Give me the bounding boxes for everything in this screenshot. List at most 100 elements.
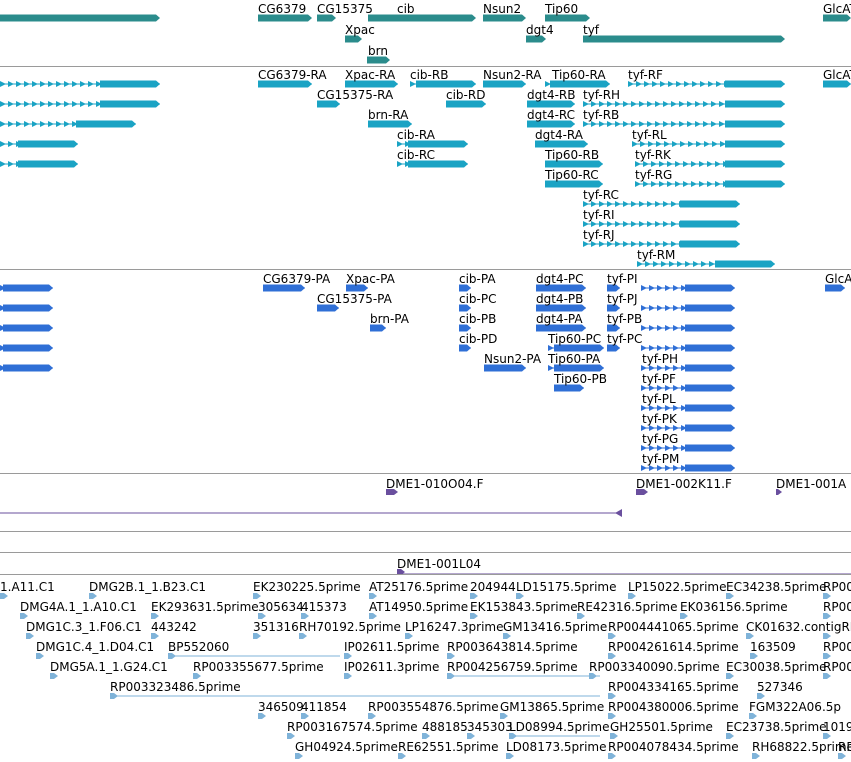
transcript-glyph-arrow[interactable]: [0, 81, 6, 87]
est-glyph[interactable]: [506, 753, 514, 759]
transcript-label[interactable]: cib-RC: [397, 148, 435, 162]
transcript-label[interactable]: tyf-RF: [628, 68, 663, 82]
protein-exon[interactable]: [825, 284, 845, 292]
est-glyph[interactable]: [301, 613, 309, 619]
est-glyph[interactable]: [258, 713, 266, 719]
transcript-glyph-arrow[interactable]: [659, 181, 665, 187]
protein-glyph-arrow[interactable]: [665, 325, 671, 331]
transcript-glyph-arrow[interactable]: [660, 81, 666, 87]
transcript-glyph-arrow[interactable]: [631, 221, 637, 227]
est-label[interactable]: EK036156.5prime: [680, 600, 788, 614]
protein-label[interactable]: GlcA: [825, 272, 851, 286]
transcript-glyph-arrow[interactable]: [643, 181, 649, 187]
protein-label[interactable]: tyf-PG: [642, 432, 679, 446]
protein-label[interactable]: Tip60-PC: [548, 332, 602, 346]
transcript-glyph-arrow[interactable]: [632, 141, 638, 147]
gene-glyph[interactable]: [823, 14, 851, 22]
transcript-glyph-arrow[interactable]: [655, 101, 661, 107]
protein-glyph-arrow[interactable]: [657, 325, 663, 331]
est-glyph[interactable]: [749, 713, 757, 719]
protein-glyph-arrow[interactable]: [641, 305, 647, 311]
gene-glyph[interactable]: [317, 14, 336, 22]
protein-glyph-arrow[interactable]: [665, 385, 671, 391]
gene-glyph[interactable]: [345, 35, 362, 43]
est-glyph[interactable]: [589, 673, 597, 679]
gene-label[interactable]: cib: [397, 2, 415, 16]
transcript-glyph-arrow[interactable]: [0, 141, 6, 147]
transcript-exon[interactable]: [725, 100, 785, 108]
transcript-glyph-arrow[interactable]: [599, 241, 605, 247]
transcript-glyph-arrow[interactable]: [655, 241, 661, 247]
transcript-glyph-arrow[interactable]: [663, 241, 669, 247]
est-label[interactable]: GM13416.5prime: [503, 620, 608, 634]
est-label[interactable]: 351316: [253, 620, 299, 634]
transcript-glyph-arrow[interactable]: [661, 261, 667, 267]
est-glyph[interactable]: [726, 593, 734, 599]
est-glyph[interactable]: [193, 673, 201, 679]
est-glyph[interactable]: [447, 653, 455, 659]
protein-glyph-arrow[interactable]: [673, 345, 679, 351]
est-label[interactable]: DMG4A.1_1.A10.C1: [20, 600, 137, 614]
transcript-glyph-arrow[interactable]: [0, 161, 6, 167]
transcript-glyph-arrow[interactable]: [720, 141, 726, 147]
transcript-glyph-arrow[interactable]: [715, 181, 721, 187]
protein-glyph-arrow[interactable]: [641, 285, 647, 291]
est-glyph[interactable]: [726, 673, 734, 679]
est-label[interactable]: RP003355677.5prime: [193, 660, 324, 674]
est-glyph[interactable]: [608, 653, 616, 659]
est-glyph[interactable]: [503, 633, 511, 639]
est-glyph[interactable]: [608, 693, 616, 699]
transcript-exon[interactable]: [725, 180, 785, 188]
protein-glyph-arrow[interactable]: [665, 365, 671, 371]
est-label[interactable]: RP003643814.5prime: [447, 640, 578, 654]
protein-glyph-arrow[interactable]: [657, 345, 663, 351]
gene-label[interactable]: Xpac: [345, 23, 375, 37]
est-glyph[interactable]: [253, 633, 261, 639]
est-label[interactable]: EK153843.5prime: [470, 600, 578, 614]
est-glyph[interactable]: [838, 753, 846, 759]
est-glyph[interactable]: [89, 593, 97, 599]
protein-exon[interactable]: [370, 324, 386, 332]
protein-glyph-arrow[interactable]: [548, 365, 554, 371]
transcript-glyph-arrow[interactable]: [16, 121, 22, 127]
transcript-glyph-arrow[interactable]: [687, 101, 693, 107]
transcript-glyph-arrow[interactable]: [72, 121, 78, 127]
transcript-glyph-arrow[interactable]: [655, 121, 661, 127]
gene-glyph[interactable]: [367, 56, 390, 64]
est-label[interactable]: RP003323486.5prime: [110, 680, 241, 694]
est-label[interactable]: 415373: [301, 600, 347, 614]
est-label[interactable]: RP00: [823, 600, 851, 614]
protein-exon[interactable]: [685, 404, 735, 412]
transcript-glyph-arrow[interactable]: [24, 81, 30, 87]
est-label[interactable]: EC34238.5prime: [726, 580, 827, 594]
transcript-exon[interactable]: [18, 160, 78, 168]
protein-glyph-arrow[interactable]: [681, 465, 687, 471]
est-glyph[interactable]: [470, 613, 478, 619]
protein-label[interactable]: CG6379-PA: [263, 272, 331, 286]
transcript-label[interactable]: Xpac-RA: [345, 68, 396, 82]
protein-glyph-arrow[interactable]: [681, 405, 687, 411]
transcript-glyph-arrow[interactable]: [703, 121, 709, 127]
transcript-glyph-arrow[interactable]: [667, 181, 673, 187]
protein-label[interactable]: cib-PC: [459, 292, 497, 306]
protein-glyph-arrow[interactable]: [657, 305, 663, 311]
transcript-exon[interactable]: [345, 80, 398, 88]
protein-glyph-arrow[interactable]: [657, 385, 663, 391]
transcript-glyph-arrow[interactable]: [635, 181, 641, 187]
protein-label[interactable]: Xpac-PA: [346, 272, 395, 286]
est-glyph[interactable]: [344, 673, 352, 679]
protein-glyph-arrow[interactable]: [673, 305, 679, 311]
transcript-glyph-arrow[interactable]: [664, 141, 670, 147]
est-label[interactable]: EC23738.5prime: [726, 720, 827, 734]
protein-glyph-arrow[interactable]: [665, 425, 671, 431]
protein-glyph-arrow[interactable]: [681, 385, 687, 391]
transcript-glyph-arrow[interactable]: [32, 81, 38, 87]
est-label[interactable]: GM13865.5prime: [500, 700, 605, 714]
protein-glyph-arrow[interactable]: [649, 285, 655, 291]
protein-label[interactable]: cib-PA: [459, 272, 496, 286]
transcript-glyph-arrow[interactable]: [655, 201, 661, 207]
protein-glyph-arrow[interactable]: [681, 325, 687, 331]
gene-label[interactable]: Tip60: [545, 2, 579, 16]
est-label[interactable]: EK230225.5prime: [253, 580, 361, 594]
est-glyph[interactable]: [295, 753, 303, 759]
